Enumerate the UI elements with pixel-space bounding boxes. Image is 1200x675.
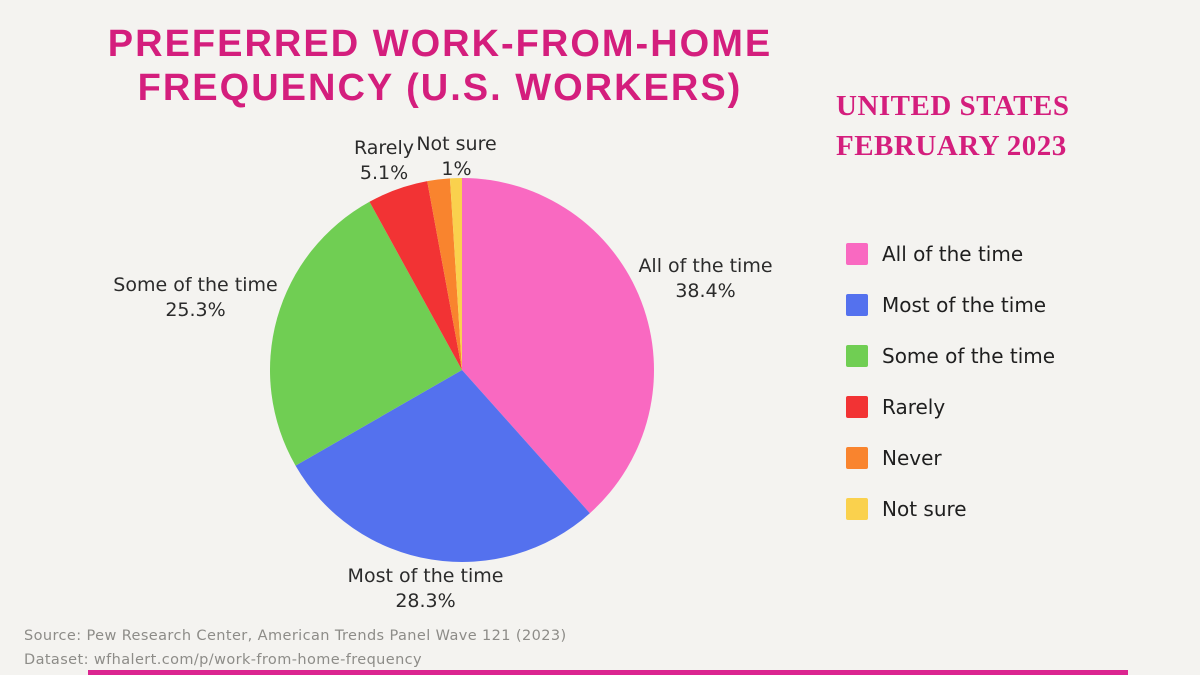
- legend-swatch-all-of-the-time: [846, 243, 868, 265]
- pie-label-all-of-the-time: All of the time 38.4%: [598, 254, 813, 304]
- legend-item-rarely: Rarely: [846, 395, 1055, 419]
- legend-label: Most of the time: [882, 293, 1047, 317]
- legend-item-never: Never: [846, 446, 1055, 470]
- pie-label-name: Not sure: [416, 133, 497, 155]
- pie-label-value: 1%: [441, 158, 472, 180]
- legend-swatch-some-of-the-time: [846, 345, 868, 367]
- legend-item-not-sure: Not sure: [846, 497, 1055, 521]
- legend-label: Some of the time: [882, 344, 1056, 368]
- pie-label-value: 5.1%: [359, 162, 409, 184]
- legend-label: Not sure: [882, 497, 967, 521]
- pie-chart: [270, 178, 654, 562]
- page-title-line-1: PREFERRED WORK-FROM-HOME: [107, 23, 773, 65]
- source-text: Source: Pew Research Center, American Tr…: [24, 628, 567, 644]
- pie-label-name: Most of the time: [347, 565, 504, 587]
- legend-item-some-of-the-time: Some of the time: [846, 344, 1056, 368]
- bottom-accent-bar: [88, 670, 1128, 675]
- legend-item-most-of-the-time: Most of the time: [846, 293, 1055, 317]
- legend: All of the time Most of the time Some of…: [846, 242, 1056, 549]
- legend-label: All of the time: [882, 242, 1024, 266]
- page-title-line-2: FREQUENCY (U.S. WORKERS): [137, 67, 743, 109]
- legend-label: Rarely: [882, 395, 946, 419]
- pie-slice-all-of-the-time: [462, 178, 654, 514]
- pie-label-name: All of the time: [638, 255, 773, 277]
- legend-swatch-never: [846, 447, 868, 469]
- pie-label-value: 38.4%: [675, 280, 736, 302]
- pie-slice-not-sure: [449, 178, 462, 370]
- pie-label-some-of-the-time: Some of the time 25.3%: [88, 273, 303, 323]
- pie-label-name: Some of the time: [113, 274, 278, 296]
- legend-swatch-not-sure: [846, 498, 868, 520]
- legend-swatch-rarely: [846, 396, 868, 418]
- pie-label-name: Rarely: [353, 137, 415, 159]
- dataset-text: Dataset: wfhalert.com/p/work-from-home-f…: [24, 652, 423, 668]
- pie-slice-most-of-the-time: [295, 370, 590, 562]
- subtitle-date: FEBRUARY 2023: [836, 130, 1067, 162]
- pie-label-value: 28.3%: [395, 590, 456, 612]
- legend-label: Never: [882, 446, 942, 470]
- pie-label-not-sure: Not sure 1%: [404, 132, 509, 182]
- pie-label-most-of-the-time: Most of the time 28.3%: [318, 564, 533, 614]
- footer: Source: Pew Research Center, American Tr…: [24, 624, 567, 672]
- report-subtitle: UNITED STATES FEBRUARY 2023: [836, 86, 1069, 166]
- pie-label-value: 25.3%: [165, 299, 226, 321]
- legend-swatch-most-of-the-time: [846, 294, 868, 316]
- pie-slice-some-of-the-time: [270, 201, 462, 466]
- pie-slice-rarely: [369, 181, 462, 370]
- pie-slice-never: [427, 178, 462, 370]
- pie-label-rarely: Rarely 5.1%: [328, 136, 440, 186]
- subtitle-country: UNITED STATES: [836, 90, 1070, 122]
- legend-item-all-of-the-time: All of the time: [846, 242, 1055, 266]
- pie-svg: [270, 178, 654, 562]
- page-title: PREFERRED WORK-FROM-HOME FREQUENCY (U.S.…: [40, 22, 840, 110]
